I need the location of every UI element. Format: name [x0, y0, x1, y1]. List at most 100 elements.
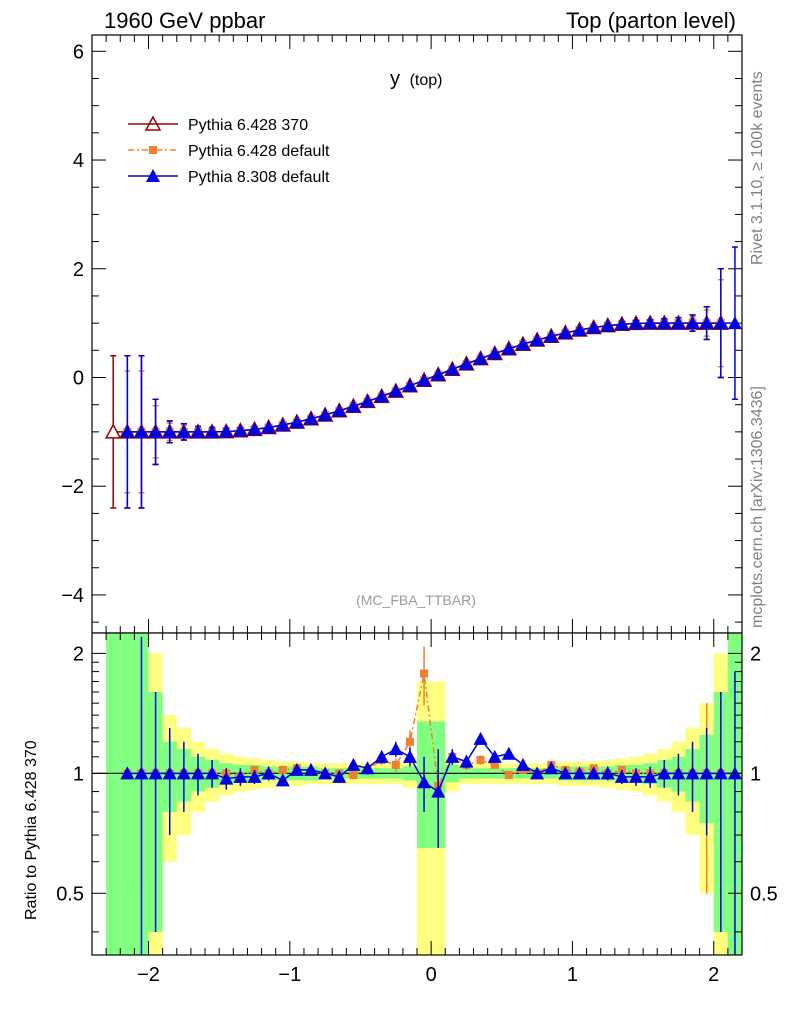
p8-point: [346, 399, 361, 413]
p8-ratio-point: [318, 766, 333, 780]
ratio-panel: 0.5 0.5 1 1 2 2 −2 −1 0 1 2: [56, 632, 778, 986]
p8-point: [318, 407, 333, 421]
legend-marker-p8: [146, 169, 160, 182]
p8-point: [275, 418, 290, 432]
p8-point: [233, 423, 248, 437]
ratio-ytick-label: 2: [73, 643, 84, 665]
p8-point: [614, 317, 629, 331]
p6def-ratio-point: [391, 760, 400, 769]
p8-point: [120, 424, 135, 438]
header-left: 1960 GeV ppbar: [104, 8, 265, 33]
p6def-ratio-point: [420, 669, 429, 678]
p6def-ratio-point: [504, 771, 513, 780]
p8-point: [558, 325, 573, 339]
p8-ratio-point: [417, 775, 432, 789]
p6def-ratio-point: [490, 760, 499, 769]
legend-marker-ref: [144, 115, 162, 131]
xtick-label: 0: [426, 964, 437, 986]
xtick-label: 1: [567, 964, 578, 986]
p8-point: [685, 316, 700, 330]
p8-ratio-point: [643, 769, 658, 783]
p8-ratio-point: [459, 754, 474, 768]
p8-point: [600, 318, 615, 332]
chart-title-sub: (top): [410, 72, 443, 89]
p8-point: [247, 422, 262, 436]
p8-point: [643, 316, 658, 330]
p8-point: [219, 424, 234, 438]
p8-point: [572, 322, 587, 336]
ref-point: [104, 423, 122, 439]
p8-ratio-point: [402, 749, 417, 763]
p8-point: [629, 316, 644, 330]
p8-ratio-point: [219, 771, 234, 785]
p8-ratio-point: [162, 766, 177, 780]
p8-point: [134, 424, 149, 438]
ratio-ytick-label-right: 1: [750, 763, 761, 785]
p8-point: [586, 320, 601, 334]
ratio-ytick-label-right: 2: [750, 643, 761, 665]
p8-ratio-point: [544, 761, 559, 775]
ratio-ytick-label: 1: [73, 763, 84, 785]
p8-point: [417, 373, 432, 387]
p8-point: [727, 316, 742, 330]
main-ytick-label: 2: [73, 259, 84, 281]
ratio-y-axis-label: Ratio to Pythia 6.428 370: [23, 740, 40, 920]
legend-label-ref: Pythia 6.428 370: [188, 117, 308, 134]
p8-point: [530, 333, 545, 347]
main-ytick-label: −2: [61, 476, 84, 498]
p8-ratio-series: [120, 636, 742, 955]
p8-point: [402, 378, 417, 392]
p8-ratio-point: [190, 766, 205, 780]
p8-ratio-point: [671, 766, 686, 780]
xtick-label: −2: [137, 964, 160, 986]
p8-ratio-point: [374, 749, 389, 763]
p8-ratio-point: [713, 766, 728, 780]
band-green: [106, 633, 121, 955]
p8-point: [431, 367, 446, 381]
p8-ratio-point: [515, 757, 530, 771]
p8-ratio-point: [614, 769, 629, 783]
p8-ratio-point: [685, 766, 700, 780]
p8-point: [176, 424, 191, 438]
main-frame: [91, 34, 743, 634]
ratio-ytick-label: 0.5: [56, 883, 84, 905]
p8-point: [332, 403, 347, 417]
main-ytick-label: 4: [73, 150, 84, 172]
p8-ratio-point: [247, 769, 262, 783]
p8-point: [190, 424, 205, 438]
p8-point: [459, 356, 474, 370]
xtick-label: 2: [708, 964, 719, 986]
chart-title: y (top): [390, 68, 442, 90]
p8-ratio-point: [134, 766, 149, 780]
p6def-ratio-point: [278, 765, 287, 774]
p8-ratio-point: [473, 731, 488, 745]
p8-ratio-point: [530, 766, 545, 780]
p8-ratio-point: [360, 761, 375, 775]
side-text-bottom: mcplots.cern.ch [arXiv:1306.3436]: [749, 386, 766, 628]
p8-point: [657, 316, 672, 330]
p8-ratio-point: [176, 766, 191, 780]
side-text-top: Rivet 3.1.10, ≥ 100k events: [749, 71, 766, 265]
p8-ratio-point: [501, 746, 516, 760]
p8-point: [699, 316, 714, 330]
p8-point: [289, 415, 304, 429]
p8-ratio-point: [445, 749, 460, 763]
p8-ratio-point: [261, 766, 276, 780]
band-green: [120, 633, 135, 955]
header-right: Top (parton level): [566, 8, 736, 33]
p6def-ratio-point: [476, 756, 485, 765]
p8-point: [304, 411, 319, 425]
p8-ratio-point: [600, 766, 615, 780]
p8-point: [261, 420, 276, 434]
p8-ratio-point: [699, 766, 714, 780]
main-ytick-label: −4: [61, 585, 84, 607]
p8-point: [162, 424, 177, 438]
p8-point: [487, 346, 502, 360]
legend-label-p8: Pythia 8.308 default: [188, 169, 330, 186]
main-panel: −4 −2 0 2 4 6: [61, 34, 743, 634]
p8-point: [445, 362, 460, 376]
analysis-label: (MC_FBA_TTBAR): [356, 592, 476, 608]
p8-point: [544, 329, 559, 343]
p8-point: [388, 384, 403, 398]
p8-point: [205, 424, 220, 438]
